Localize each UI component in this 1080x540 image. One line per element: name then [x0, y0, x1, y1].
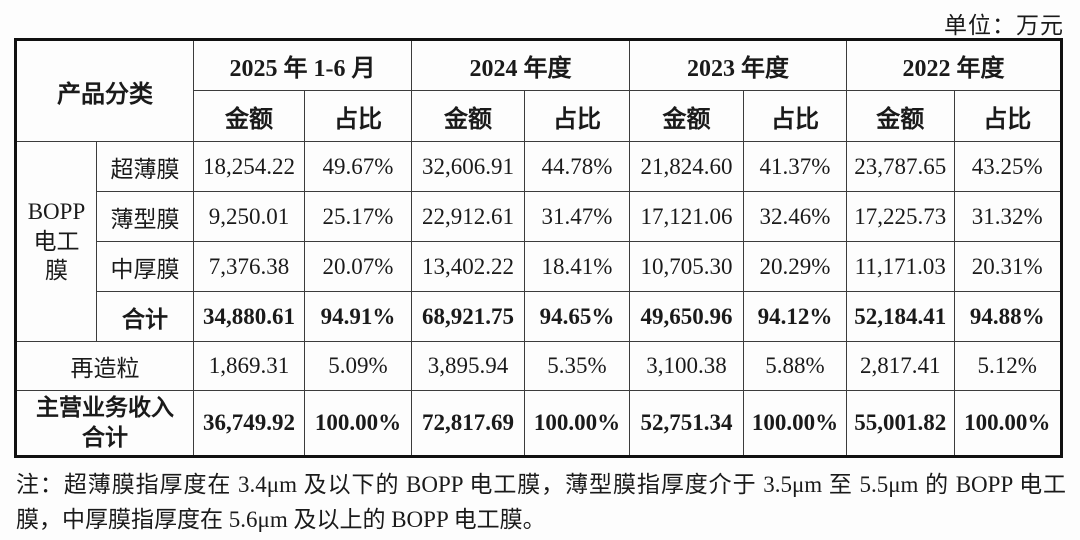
- col-header-amount-2023: 金额: [629, 90, 744, 142]
- cell-amount: 7,376.38: [193, 241, 305, 292]
- col-header-amount-2022: 金额: [846, 90, 955, 142]
- row-label-subtotal: 合计: [96, 291, 194, 342]
- cell-ratio: 43.25%: [953, 141, 1062, 192]
- cell-ratio: 20.07%: [304, 241, 412, 292]
- cell-amount: 22,912.61: [411, 191, 525, 242]
- cell-ratio: 5.12%: [953, 341, 1062, 391]
- period-header-2025: 2025 年 1-6 月: [193, 39, 412, 91]
- col-header-ratio-2023: 占比: [743, 90, 847, 142]
- period-header-2023: 2023 年度: [629, 39, 847, 91]
- cell-amount: 11,171.03: [846, 241, 955, 292]
- cell-amount: 72,817.69: [411, 390, 525, 457]
- group-label-bopp-film: BOPP 电工 膜: [15, 141, 97, 342]
- cell-amount: 49,650.96: [629, 291, 744, 342]
- cell-ratio: 100.00%: [953, 390, 1062, 457]
- row-label: 超薄膜: [96, 141, 194, 192]
- col-header-ratio-2024: 占比: [524, 90, 630, 142]
- period-header-2022: 2022 年度: [846, 39, 1062, 91]
- row-label-recycled-pellets: 再造粒: [15, 341, 194, 391]
- cell-ratio: 44.78%: [524, 141, 630, 192]
- col-header-amount-2024: 金额: [411, 90, 525, 142]
- unit-label: 单位：万元: [944, 13, 1064, 38]
- cell-amount: 18,254.22: [193, 141, 305, 192]
- cell-amount: 1,869.31: [193, 341, 305, 391]
- cell-ratio: 100.00%: [743, 390, 847, 457]
- cell-ratio: 94.12%: [743, 291, 847, 342]
- table-row-recycled-pellets: 再造粒 1,869.31 5.09% 3,895.94 5.35% 3,100.…: [15, 341, 1062, 391]
- cell-amount: 52,184.41: [846, 291, 955, 342]
- table-row-bopp-subtotal: 合计 34,880.61 94.91% 68,921.75 94.65% 49,…: [16, 291, 1062, 342]
- cell-amount: 34,880.61: [193, 291, 305, 342]
- footnote: 注：超薄膜指厚度在 3.4μm 及以下的 BOPP 电工膜，薄型膜指厚度介于 3…: [16, 472, 1066, 532]
- table-row-thin-film: 薄型膜 9,250.01 25.17% 22,912.61 31.47% 17,…: [16, 191, 1062, 242]
- cell-ratio: 100.00%: [304, 390, 412, 457]
- cell-amount: 17,121.06: [629, 191, 744, 242]
- cell-ratio: 25.17%: [304, 191, 412, 242]
- table-row-ultrathin-film: BOPP 电工 膜 超薄膜 18,254.22 49.67% 32,606.91…: [15, 141, 1062, 342]
- cell-ratio: 5.35%: [524, 341, 630, 391]
- cell-ratio: 5.09%: [304, 341, 412, 391]
- col-header-amount-2025: 金额: [193, 90, 305, 142]
- cell-amount: 9,250.01: [193, 191, 305, 242]
- revenue-table: 产品分类 2025 年 1-6 月 2024 年度 2023 年度 2022 年…: [14, 38, 1063, 458]
- table-row-main-revenue-total: 主营业务收入 合计 36,749.92 100.00% 72,817.69 10…: [15, 390, 1062, 457]
- table-row-mid-thick-film: 中厚膜 7,376.38 20.07% 13,402.22 18.41% 10,…: [16, 241, 1062, 292]
- period-header-2024: 2024 年度: [411, 39, 630, 91]
- cell-amount: 23,787.65: [846, 141, 955, 192]
- corner-header: 产品分类: [15, 39, 194, 142]
- col-header-ratio-2025: 占比: [304, 90, 412, 142]
- cell-amount: 3,100.38: [629, 341, 744, 391]
- cell-amount: 36,749.92: [193, 390, 305, 457]
- cell-ratio: 20.31%: [953, 241, 1062, 292]
- cell-ratio: 31.47%: [524, 191, 630, 242]
- cell-ratio: 31.32%: [953, 191, 1062, 242]
- cell-ratio: 18.41%: [524, 241, 630, 292]
- cell-amount: 21,824.60: [629, 141, 744, 192]
- cell-amount: 13,402.22: [411, 241, 525, 292]
- cell-amount: 32,606.91: [411, 141, 525, 192]
- cell-amount: 68,921.75: [411, 291, 525, 342]
- cell-ratio: 94.65%: [524, 291, 630, 342]
- cell-ratio: 41.37%: [743, 141, 847, 192]
- cell-ratio: 32.46%: [743, 191, 847, 242]
- cell-ratio: 49.67%: [304, 141, 412, 192]
- cell-amount: 10,705.30: [629, 241, 744, 292]
- cell-amount: 55,001.82: [846, 390, 955, 457]
- table-header-row: 产品分类 2025 年 1-6 月 2024 年度 2023 年度 2022 年…: [15, 39, 1062, 142]
- cell-ratio: 94.91%: [304, 291, 412, 342]
- cell-ratio: 94.88%: [953, 291, 1062, 342]
- cell-amount: 17,225.73: [846, 191, 955, 242]
- cell-ratio: 100.00%: [524, 390, 630, 457]
- cell-amount: 52,751.34: [629, 390, 744, 457]
- cell-ratio: 5.88%: [743, 341, 847, 391]
- cell-amount: 2,817.41: [846, 341, 955, 391]
- row-label-main-revenue-total: 主营业务收入 合计: [15, 390, 194, 457]
- cell-ratio: 20.29%: [743, 241, 847, 292]
- cell-amount: 3,895.94: [411, 341, 525, 391]
- col-header-ratio-2022: 占比: [953, 90, 1062, 142]
- row-label: 中厚膜: [96, 241, 194, 292]
- row-label: 薄型膜: [96, 191, 194, 242]
